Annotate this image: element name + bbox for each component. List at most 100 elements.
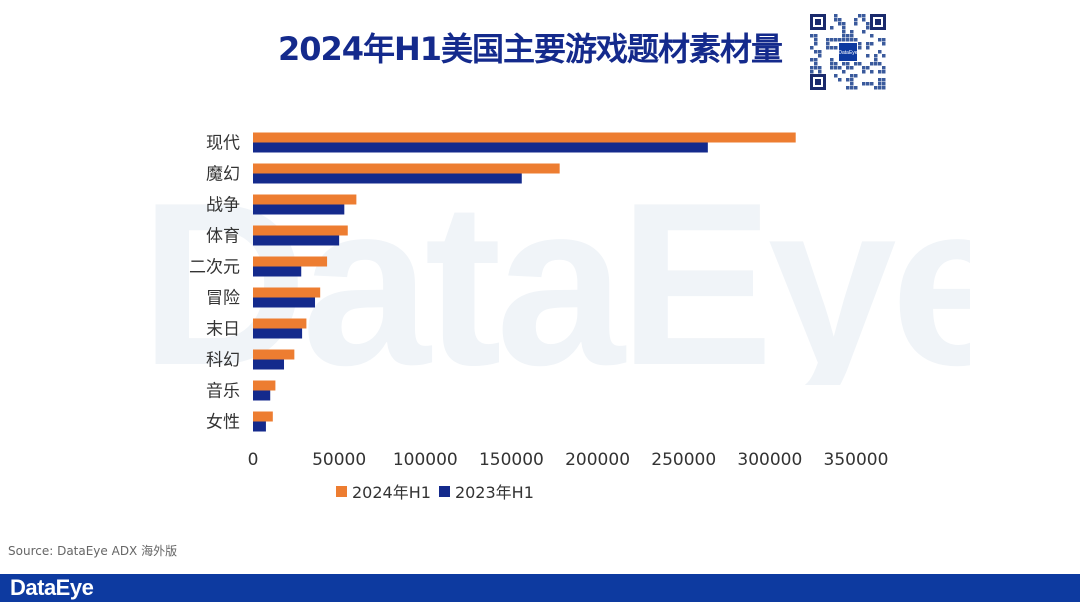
qr-module <box>858 14 862 18</box>
qr-module <box>862 14 866 18</box>
qr-module <box>846 34 850 38</box>
qr-code-icon: DataEye <box>808 12 888 92</box>
bar-2023 <box>253 204 345 215</box>
qr-module <box>834 66 838 70</box>
qr-module <box>838 18 842 22</box>
qr-module <box>850 78 854 82</box>
qr-module <box>878 38 882 42</box>
x-tick-label: 200000 <box>565 450 630 470</box>
category-label: 末日 <box>206 320 240 340</box>
qr-module <box>862 18 866 22</box>
x-tick-label: 0 <box>248 450 259 470</box>
bar-2024 <box>253 411 273 422</box>
qr-module <box>814 42 818 46</box>
qr-module <box>830 26 834 30</box>
category-label: 体育 <box>206 227 240 247</box>
source-note: Source: DataEye ADX 海外版 <box>8 544 178 558</box>
qr-module <box>850 30 854 34</box>
legend-item-2024: 2024年H1 <box>336 479 431 503</box>
qr-module <box>810 66 814 70</box>
qr-module <box>858 62 862 66</box>
bar-2024 <box>253 163 560 174</box>
bar-2024 <box>253 132 796 143</box>
bar-2023 <box>253 142 708 153</box>
qr-module <box>838 66 842 70</box>
bar-2023 <box>253 173 522 184</box>
qr-module <box>830 38 834 42</box>
qr-module <box>854 38 858 42</box>
bar-2023 <box>253 266 302 277</box>
qr-module <box>878 78 882 82</box>
legend-swatch-2023 <box>438 485 450 497</box>
bar-2023 <box>253 235 340 246</box>
qr-module <box>882 42 886 46</box>
legend-item-2023: 2023年H1 <box>438 479 534 503</box>
qr-module <box>866 26 870 30</box>
category-label: 科幻 <box>206 351 240 371</box>
qr-module <box>854 22 858 26</box>
qr-center-label: DataEye <box>838 50 857 56</box>
qr-module <box>874 54 878 58</box>
qr-module <box>866 22 870 26</box>
qr-module <box>846 78 850 82</box>
qr-module <box>882 66 886 70</box>
x-tick-label: 150000 <box>479 450 544 470</box>
qr-module <box>814 58 818 62</box>
qr-module <box>862 66 866 70</box>
category-label: 魔幻 <box>206 165 240 185</box>
chart-legend: 2024年H1 2023年H1 <box>336 479 534 503</box>
qr-module <box>826 42 830 46</box>
x-tick-label: 350000 <box>824 450 889 470</box>
qr-module <box>830 62 834 66</box>
qr-module <box>850 34 854 38</box>
qr-module <box>846 66 850 70</box>
qr-module <box>810 34 814 38</box>
qr-module <box>842 30 846 34</box>
qr-module <box>814 66 818 70</box>
qr-module <box>814 38 818 42</box>
bar-2024 <box>253 256 328 267</box>
qr-module <box>878 82 882 86</box>
category-label: 战争 <box>206 196 240 216</box>
qr-module <box>870 70 874 74</box>
qr-module <box>882 38 886 42</box>
qr-module <box>866 82 870 86</box>
qr-module <box>862 30 866 34</box>
qr-module <box>846 38 850 42</box>
qr-module <box>810 58 814 62</box>
qr-module <box>870 82 874 86</box>
qr-module <box>854 86 858 90</box>
bar-2024 <box>253 380 276 391</box>
qr-module <box>810 46 814 50</box>
category-label: 女性 <box>206 413 240 433</box>
qr-module <box>854 74 858 78</box>
qr-module <box>814 50 818 54</box>
bar-2024 <box>253 349 295 360</box>
legend-label-2024: 2024年H1 <box>352 483 431 502</box>
qr-module <box>882 70 886 74</box>
qr-module <box>882 78 886 82</box>
qr-module <box>818 54 822 58</box>
qr-module <box>866 66 870 70</box>
x-tick-label: 250000 <box>651 450 716 470</box>
qr-module <box>850 38 854 42</box>
qr-module <box>858 46 862 50</box>
bar-2024 <box>253 318 307 329</box>
qr-module <box>882 86 886 90</box>
bar-2024 <box>253 287 321 298</box>
qr-module <box>842 38 846 42</box>
qr-module <box>878 70 882 74</box>
qr-module <box>826 46 830 50</box>
qr-module <box>830 46 834 50</box>
qr-module <box>866 42 870 46</box>
bar-2024 <box>253 225 348 236</box>
qr-module <box>834 18 838 22</box>
qr-module <box>842 62 846 66</box>
qr-module <box>842 26 846 30</box>
bar-2023 <box>253 390 271 401</box>
qr-module <box>826 38 830 42</box>
qr-module <box>850 66 854 70</box>
qr-module <box>810 70 814 74</box>
qr-module <box>862 82 866 86</box>
